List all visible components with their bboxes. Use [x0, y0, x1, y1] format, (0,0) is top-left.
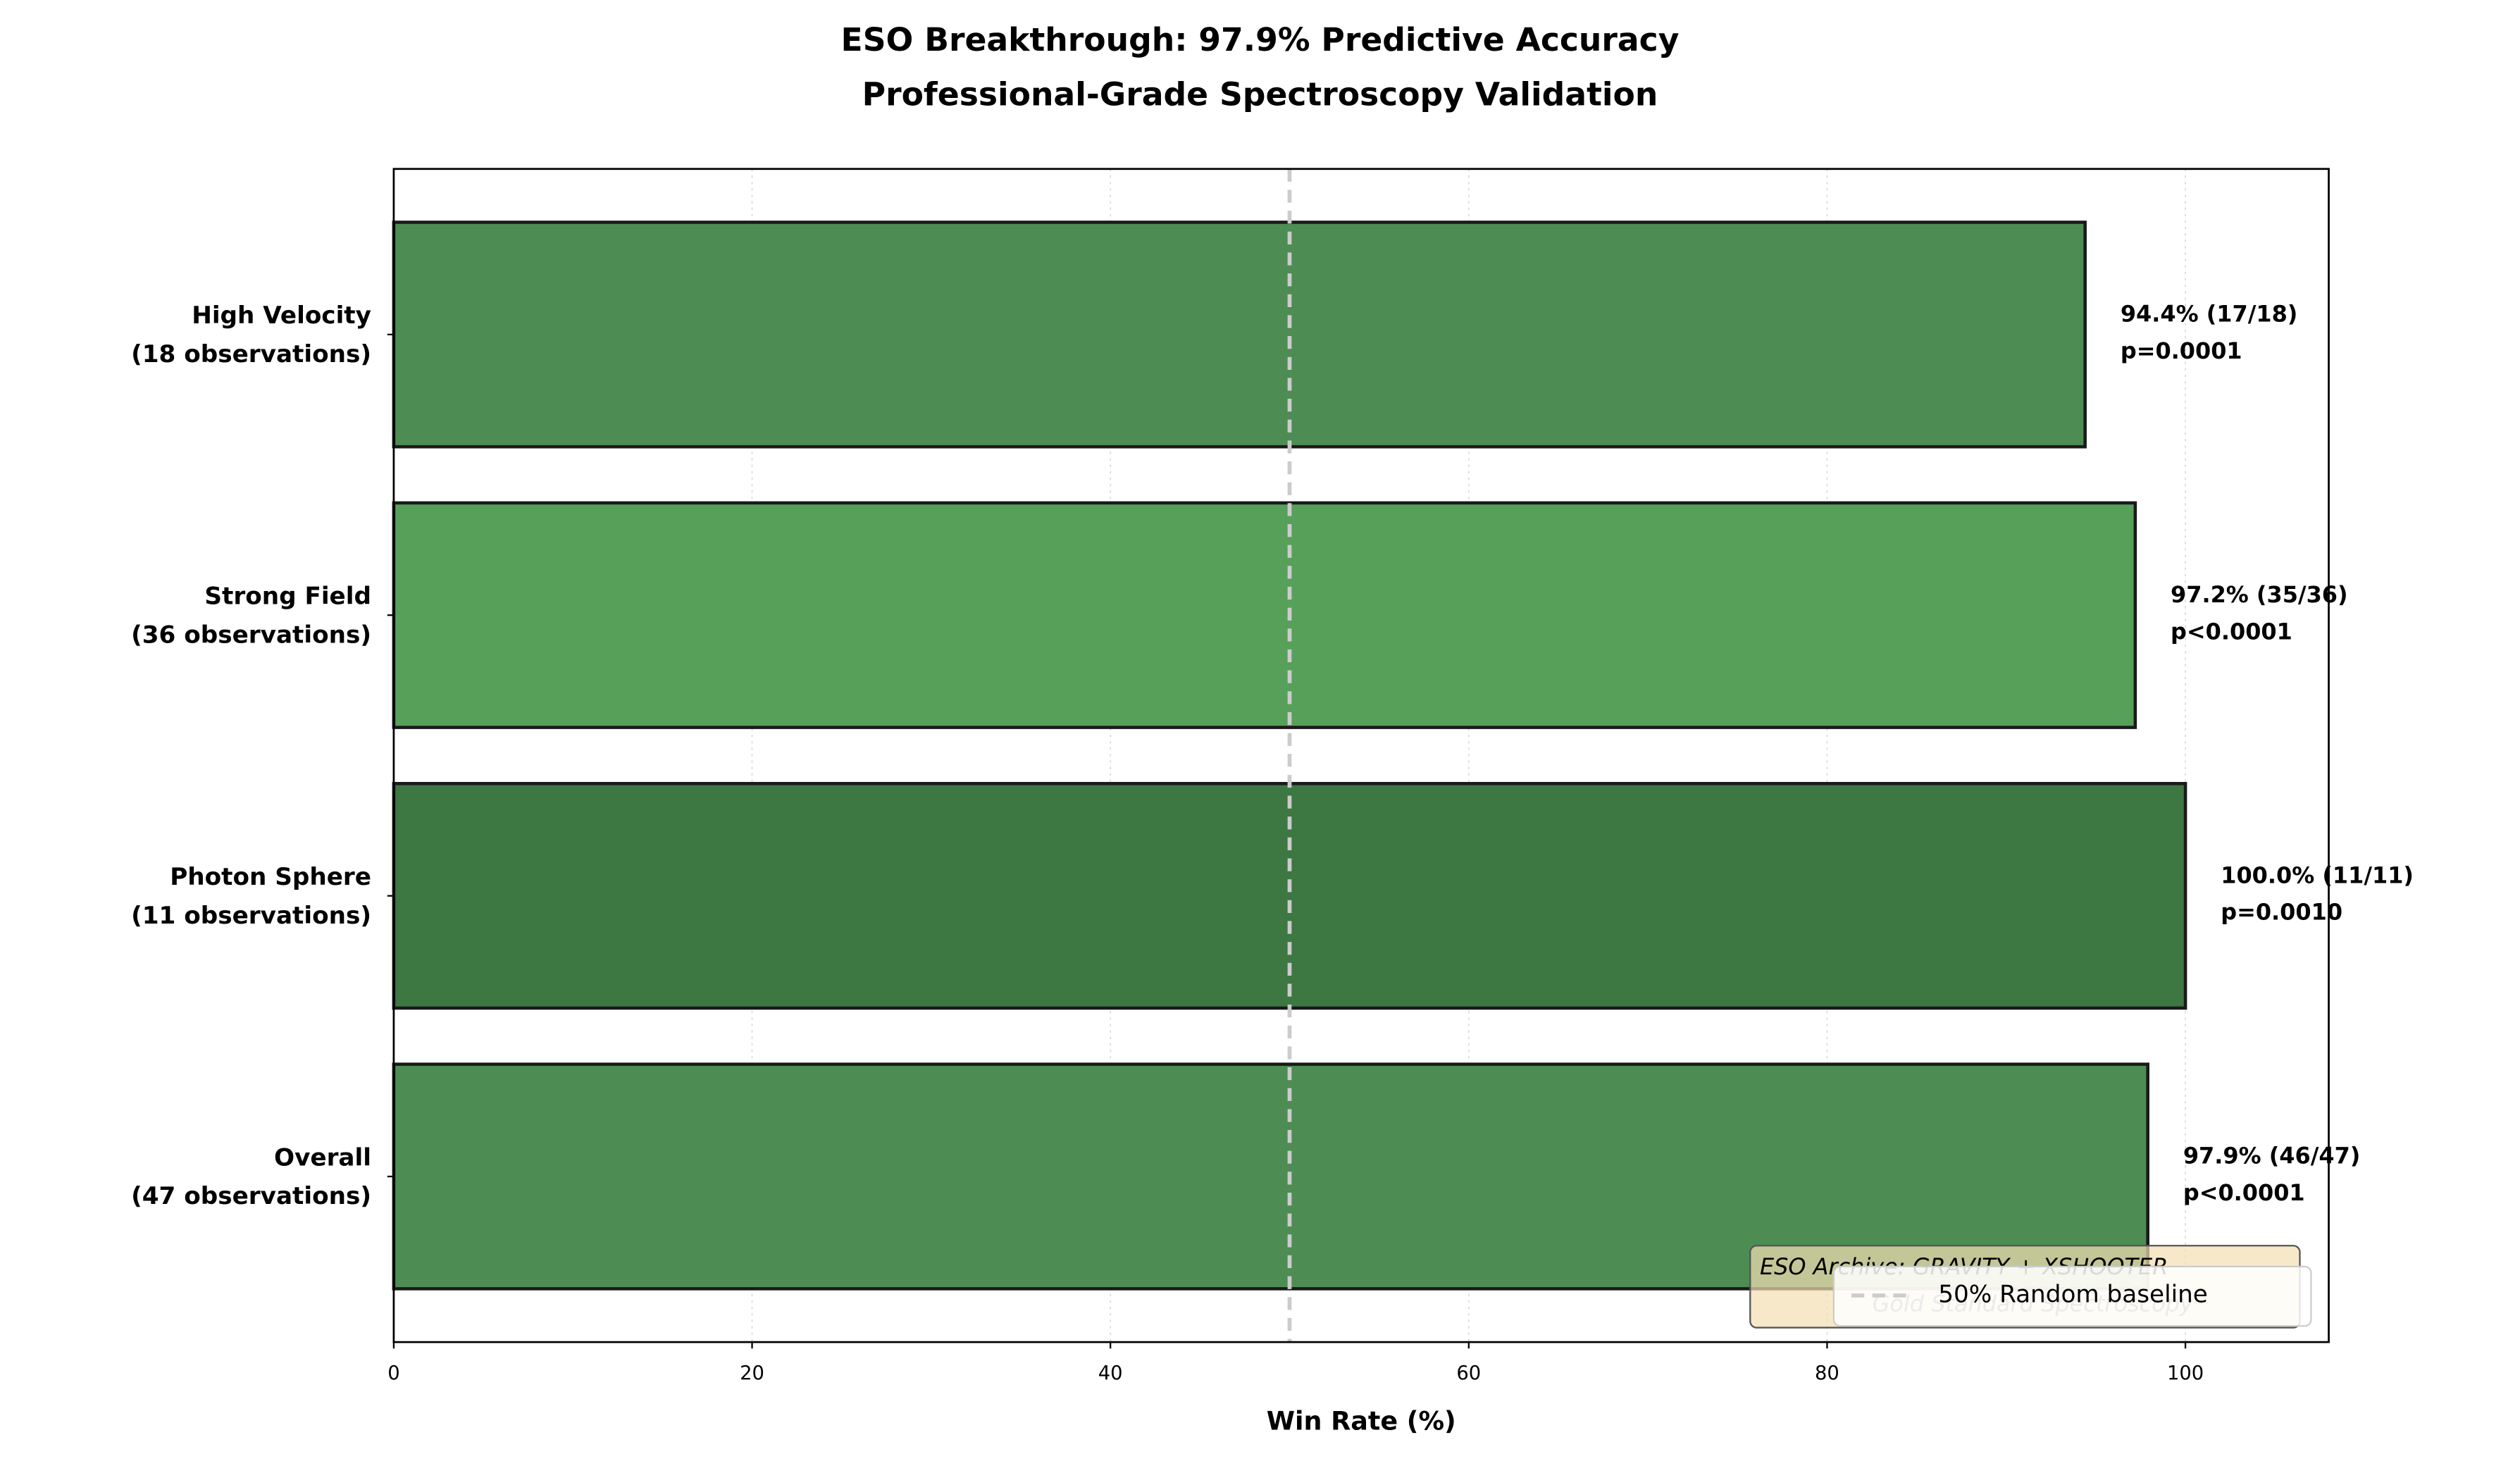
p-value-label: p<0.0001 [2183, 1179, 2305, 1206]
x-tick-label: 40 [1098, 1362, 1123, 1384]
value-label: 94.4% (17/18) [2121, 300, 2298, 327]
y-tick-note: (47 observations) [131, 1182, 371, 1210]
value-label: 97.2% (35/36) [2171, 581, 2348, 608]
y-tick-label: Photon Sphere [170, 863, 371, 891]
chart-subtitle: Professional-Grade Spectroscopy Validati… [862, 76, 1658, 113]
y-tick-note: (36 observations) [131, 621, 371, 649]
y-tick-note: (18 observations) [131, 340, 371, 368]
legend-box [1832, 1265, 2312, 1327]
bar [392, 501, 2137, 729]
x-tick-label: 100 [2167, 1362, 2204, 1384]
y-tick-label: Overall [274, 1143, 371, 1172]
y-tick-label: Strong Field [204, 583, 371, 611]
chart-title: ESO Breakthrough: 97.9% Predictive Accur… [841, 21, 1680, 58]
frame [392, 168, 2330, 1343]
x-tick-label: 80 [1815, 1362, 1839, 1384]
value-label: 100.0% (11/11) [2221, 862, 2414, 888]
x-tick-label: 20 [740, 1362, 764, 1384]
value-label: 97.9% (46/47) [2183, 1143, 2361, 1169]
p-value-label: p<0.0001 [2171, 618, 2292, 645]
p-value-label: p=0.0010 [2221, 899, 2342, 926]
y-tick-label: High Velocity [192, 302, 371, 330]
x-tick-label: 0 [387, 1362, 399, 1384]
x-tick-label: 60 [1456, 1362, 1481, 1384]
bar [392, 220, 2087, 449]
p-value-label: p=0.0001 [2121, 337, 2242, 364]
x-axis-label: Win Rate (%) [1267, 1406, 1456, 1436]
y-tick-note: (11 observations) [131, 902, 371, 930]
legend-label: 50% Random baseline [1938, 1280, 2208, 1308]
